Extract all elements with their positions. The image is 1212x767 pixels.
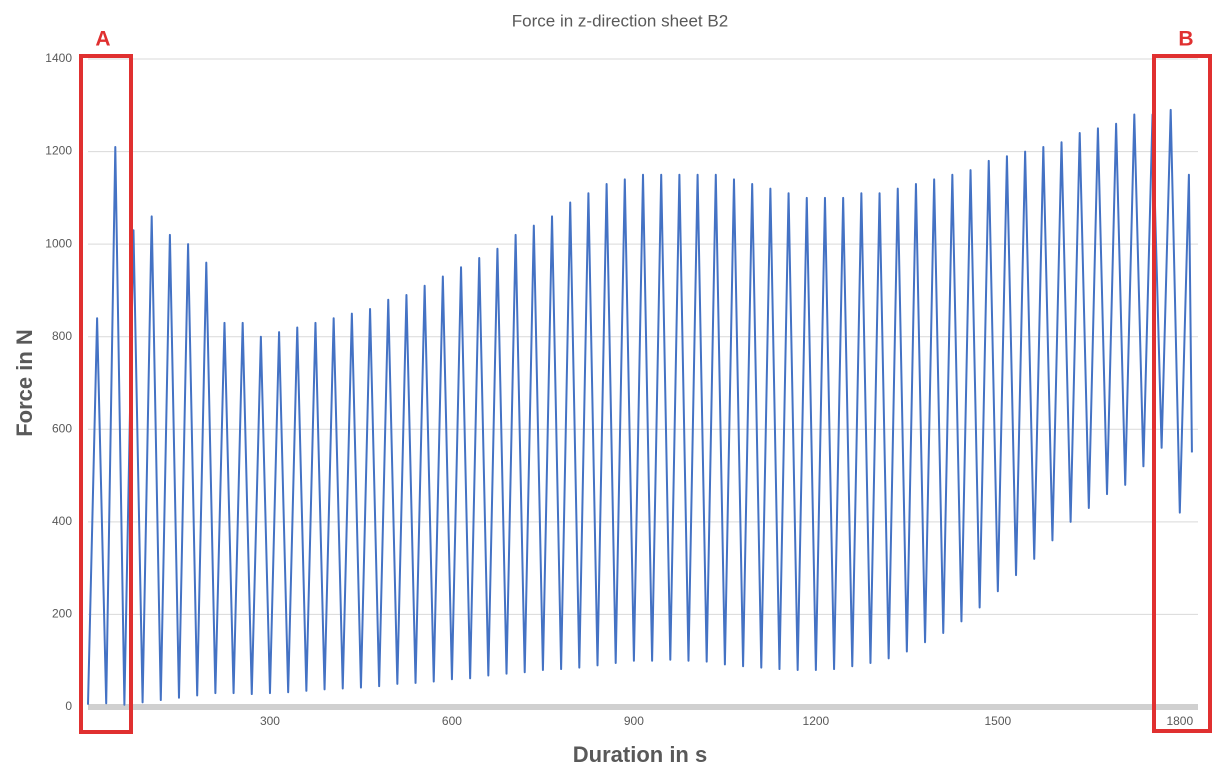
y-tick-label: 1000 <box>45 236 72 250</box>
y-axis-title: Force in N <box>12 329 37 437</box>
y-tick-label: 600 <box>52 421 72 435</box>
y-tick-label: 800 <box>52 329 72 343</box>
chart-title: Force in z-direction sheet B2 <box>512 11 728 30</box>
x-axis-title: Duration in s <box>573 742 707 767</box>
highlight-box <box>79 54 133 734</box>
x-tick-label: 600 <box>442 714 462 728</box>
x-tick-label: 300 <box>260 714 280 728</box>
data-line <box>87 108 1193 706</box>
annotation: A <box>95 28 110 51</box>
y-tick-label: 200 <box>52 607 72 621</box>
y-tick-label: 1400 <box>45 51 72 65</box>
plot-area: 0 200 400 600 800 1000 1200 1400 300 600 900 1200 15… <box>45 51 1198 728</box>
y-tick-label: 0 <box>65 699 72 713</box>
y-tick-label: 1200 <box>45 144 72 158</box>
annotation: B <box>1178 28 1193 51</box>
x-tick-label: 1800 <box>1166 714 1193 728</box>
y-tick-label: 400 <box>52 514 72 528</box>
x-tick-label: 1200 <box>803 714 830 728</box>
highlight-box <box>1152 54 1212 733</box>
x-tick-label: 900 <box>624 714 644 728</box>
x-tick-label: 1500 <box>984 714 1011 728</box>
